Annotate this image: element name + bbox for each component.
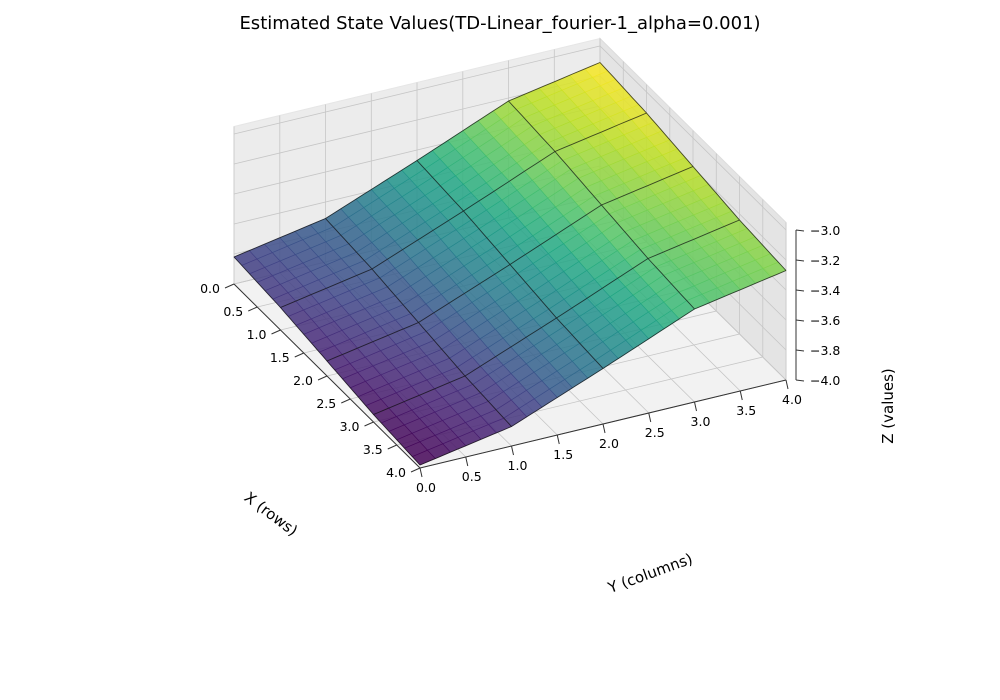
x-axis-label: X (rows) (241, 488, 301, 540)
x-tick-label: 0.5 (223, 304, 243, 319)
x-tick-label: 3.0 (340, 419, 360, 434)
x-tick (271, 329, 281, 335)
y-tick (419, 467, 423, 478)
wire-column (416, 160, 604, 369)
surface-mesh (233, 62, 787, 466)
surface-wireframe (233, 62, 787, 466)
z-tick-label: −4.0 (810, 373, 840, 388)
x-tick-label: 1.0 (247, 327, 267, 342)
x-tick (317, 375, 328, 381)
y-tick-label: 1.0 (508, 458, 528, 473)
x-tick (248, 306, 258, 312)
x-tick (294, 352, 304, 358)
y-tick-label: 0.0 (416, 480, 436, 495)
y-tick (556, 434, 560, 445)
y-tick-label: 1.5 (553, 447, 573, 462)
grid-line-z (233, 45, 787, 231)
wire-column (599, 62, 787, 271)
y-tick-label: 3.0 (691, 414, 711, 429)
z-axis-label: Z (values) (879, 368, 897, 444)
z-tick (795, 349, 805, 352)
chart-title: Estimated State Values(TD-Linear_fourier… (239, 13, 760, 34)
wire-row (419, 270, 787, 466)
y-tick (648, 412, 652, 423)
y-tick-label: 3.5 (736, 403, 756, 418)
y-tick (602, 423, 606, 434)
x-tick (341, 398, 351, 404)
x-tick (387, 444, 397, 450)
x-tick-label: 2.5 (316, 396, 336, 411)
y-tick (694, 401, 697, 412)
x-tick-label: 4.0 (386, 465, 406, 480)
y-tick (739, 390, 743, 401)
z-tick-label: −3.2 (810, 253, 840, 268)
y-tick-label: 2.0 (599, 436, 619, 451)
x-tick (224, 283, 235, 289)
wire-row (373, 219, 740, 415)
y-tick-label: 2.5 (645, 425, 665, 440)
y-tick (511, 445, 514, 456)
x-tick-label: 1.5 (270, 350, 290, 365)
axis-ticks: 0.00.51.01.52.02.53.03.54.00.00.51.01.52… (200, 223, 840, 495)
y-tick (785, 379, 789, 390)
z-tick (795, 289, 805, 292)
y-tick (465, 456, 469, 467)
z-tick (795, 319, 805, 322)
x-tick (410, 467, 421, 473)
x-tick-label: 3.5 (363, 442, 383, 457)
z-tick-label: −3.6 (810, 313, 840, 328)
z-tick-label: −3.8 (810, 343, 840, 358)
x-tick-label: 2.0 (293, 373, 313, 388)
z-tick-label: −3.0 (810, 223, 840, 238)
x-tick-label: 0.0 (200, 281, 220, 296)
z-tick (795, 259, 805, 262)
wire-column (508, 100, 695, 310)
z-tick (795, 379, 805, 382)
y-axis-label: Y (columns) (605, 550, 695, 598)
z-tick-label: −3.4 (810, 283, 840, 298)
z-tick (795, 229, 805, 232)
x-tick (364, 421, 374, 427)
y-tick-label: 4.0 (782, 392, 802, 407)
y-tick-label: 0.5 (462, 469, 482, 484)
